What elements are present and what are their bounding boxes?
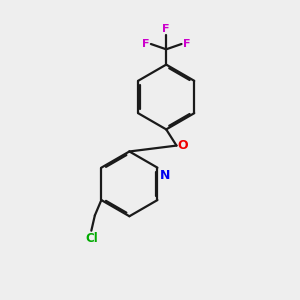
Text: O: O — [177, 139, 188, 152]
Text: F: F — [142, 39, 150, 49]
Text: F: F — [183, 39, 190, 49]
Text: F: F — [162, 24, 170, 34]
Text: N: N — [160, 169, 170, 182]
Text: Cl: Cl — [85, 232, 98, 245]
